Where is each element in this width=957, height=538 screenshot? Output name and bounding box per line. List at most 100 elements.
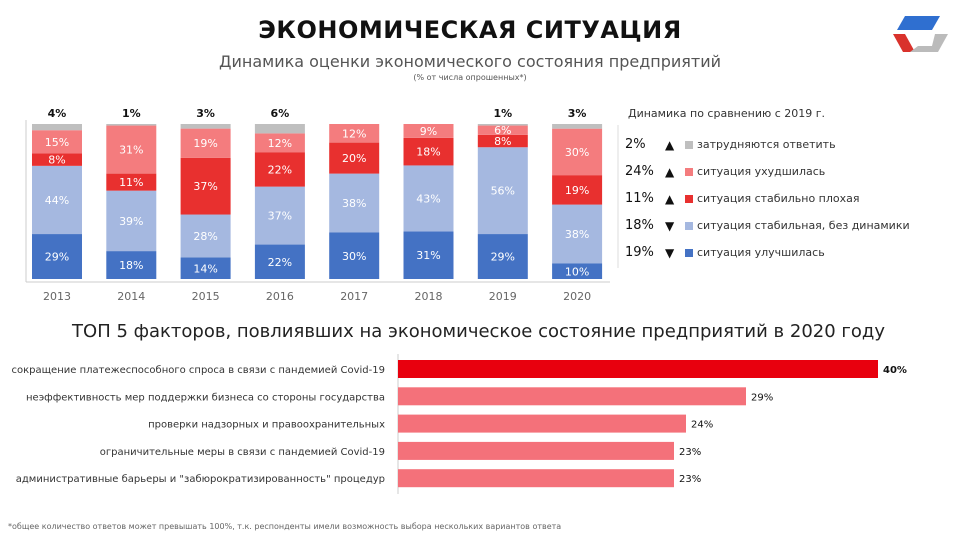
data-label: 56% bbox=[491, 185, 515, 198]
data-label: 1% bbox=[493, 107, 512, 120]
x-tick-label: 2017 bbox=[340, 290, 368, 303]
bar-segment bbox=[403, 137, 454, 166]
data-label: 30% bbox=[342, 250, 366, 263]
data-label: 11% bbox=[119, 176, 143, 189]
bar-segment bbox=[552, 263, 603, 279]
category-label: ограничительные меры в связи с пандемией… bbox=[100, 447, 385, 458]
change-value: 18% bbox=[625, 218, 654, 233]
legend-swatch bbox=[685, 248, 693, 257]
bar-segment bbox=[32, 153, 82, 166]
data-label: 4% bbox=[48, 107, 67, 120]
footnote: *общее количество ответов может превышат… bbox=[8, 522, 562, 531]
legend-label: затрудняются ответить bbox=[697, 138, 836, 151]
category-label: проверки надзорных и правоохранительных bbox=[148, 420, 385, 431]
data-label: 22% bbox=[268, 163, 292, 176]
bar-segment bbox=[106, 173, 157, 191]
data-label: 39% bbox=[119, 215, 143, 228]
data-label: 18% bbox=[119, 259, 143, 272]
data-label: 9% bbox=[420, 125, 437, 138]
bar-segment bbox=[329, 124, 380, 143]
x-tick-label: 2015 bbox=[192, 290, 220, 303]
data-label: 18% bbox=[416, 146, 440, 159]
x-tick-label: 2014 bbox=[117, 290, 145, 303]
bar-segment bbox=[477, 125, 528, 135]
arrow-down-icon: ▼ bbox=[665, 218, 675, 233]
legend-swatch bbox=[685, 140, 693, 149]
data-label: 29% bbox=[491, 251, 515, 264]
data-label: 6% bbox=[494, 124, 511, 137]
bar-segment bbox=[552, 175, 603, 205]
arrow-up-icon: ▲ bbox=[665, 164, 675, 179]
bar-segment bbox=[106, 125, 157, 174]
data-label: 12% bbox=[342, 127, 366, 140]
bar-segment bbox=[477, 134, 528, 148]
data-label: 29% bbox=[45, 251, 69, 264]
bar-segment bbox=[254, 133, 305, 153]
data-label: 8% bbox=[494, 135, 511, 148]
data-label: 38% bbox=[565, 228, 589, 241]
data-label: 10% bbox=[565, 265, 589, 278]
change-value: 19% bbox=[625, 245, 654, 260]
logo bbox=[893, 16, 948, 52]
data-label: 24% bbox=[691, 420, 713, 431]
bar-segment bbox=[477, 147, 528, 235]
legend-label: ситуация стабильная, без динамики bbox=[697, 219, 910, 232]
bar-segment bbox=[254, 152, 305, 187]
arrow-down-icon: ▼ bbox=[665, 245, 675, 260]
bar-segment bbox=[552, 124, 603, 129]
change-value: 24% bbox=[625, 164, 654, 179]
change-value: 11% bbox=[625, 191, 654, 206]
bar bbox=[398, 360, 878, 378]
bar-segment bbox=[403, 231, 454, 279]
change-value: 2% bbox=[625, 137, 646, 152]
data-label: 40% bbox=[883, 365, 907, 376]
data-label: 37% bbox=[193, 180, 217, 193]
bar bbox=[398, 441, 674, 460]
bar-segment bbox=[254, 244, 305, 279]
data-label: 43% bbox=[416, 192, 440, 205]
category-label: неэффективность мер поддержки бизнеса со… bbox=[26, 392, 385, 403]
bar-segment bbox=[32, 124, 82, 131]
bar-segment bbox=[552, 204, 603, 264]
data-label: 20% bbox=[342, 152, 366, 165]
bar-segment bbox=[106, 251, 157, 279]
bar-segment bbox=[180, 128, 231, 158]
bar-segment bbox=[477, 234, 528, 279]
bar-segment bbox=[254, 186, 305, 245]
bar-segment bbox=[32, 234, 82, 279]
data-label: 8% bbox=[48, 154, 65, 167]
data-label: 37% bbox=[268, 210, 292, 223]
data-label: 28% bbox=[193, 230, 217, 243]
data-label: 31% bbox=[416, 249, 440, 262]
legend-item: 18% ▼ ситуация стабильная, без динамики bbox=[625, 218, 910, 233]
data-label: 29% bbox=[751, 392, 773, 403]
data-label: 30% bbox=[565, 146, 589, 159]
bar-segment bbox=[329, 232, 380, 279]
x-tick-label: 2016 bbox=[266, 290, 294, 303]
arrow-up-icon: ▲ bbox=[665, 191, 675, 206]
legend-label: ситуация стабильно плохая bbox=[697, 192, 860, 205]
data-label: 19% bbox=[193, 137, 217, 150]
bar-segment bbox=[329, 142, 380, 174]
bar bbox=[398, 414, 686, 433]
bar-segment bbox=[180, 124, 231, 129]
page-subtitle: Динамика оценки экономического состояния… bbox=[218, 52, 722, 71]
page-title: ЭКОНОМИЧЕСКАЯ СИТУАЦИЯ bbox=[258, 16, 682, 44]
bar-segment bbox=[403, 165, 454, 232]
bar bbox=[398, 387, 746, 406]
arrow-up-icon: ▲ bbox=[665, 137, 675, 152]
bar-segment bbox=[254, 124, 305, 134]
legend-swatch bbox=[685, 194, 693, 203]
bar-segment bbox=[32, 130, 82, 154]
legend-label: ситуация улучшилась bbox=[697, 246, 825, 259]
legend-swatch bbox=[685, 167, 693, 176]
category-label: административные барьеры и "забюрократиз… bbox=[16, 474, 385, 485]
data-label: 1% bbox=[122, 107, 141, 120]
data-label: 38% bbox=[342, 197, 366, 210]
legend-title: Динамика по сравнению с 2019 г. bbox=[628, 107, 826, 120]
data-label: 44% bbox=[45, 194, 69, 207]
data-label: 14% bbox=[193, 262, 217, 275]
unit-note: (% от числа опрошенных*) bbox=[413, 73, 527, 82]
legend-item: 19% ▼ ситуация улучшилась bbox=[625, 245, 825, 260]
